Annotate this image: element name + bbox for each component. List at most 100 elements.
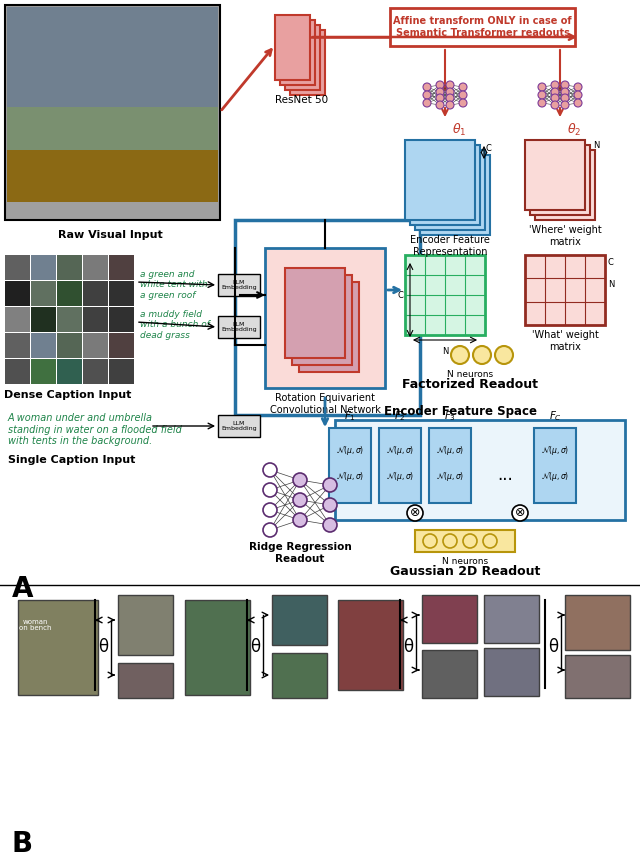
FancyBboxPatch shape [429, 428, 471, 503]
FancyBboxPatch shape [530, 145, 590, 215]
Circle shape [323, 478, 337, 492]
Circle shape [446, 94, 454, 102]
Text: LLM
Embedding: LLM Embedding [221, 321, 257, 333]
FancyBboxPatch shape [390, 8, 575, 46]
Text: LLM
Embedding: LLM Embedding [221, 279, 257, 291]
FancyBboxPatch shape [5, 333, 30, 358]
Circle shape [574, 99, 582, 107]
Circle shape [463, 534, 477, 548]
FancyBboxPatch shape [415, 150, 485, 230]
FancyBboxPatch shape [484, 648, 539, 696]
Circle shape [263, 503, 277, 517]
Text: Raw Visual Input: Raw Visual Input [58, 230, 163, 240]
FancyBboxPatch shape [185, 600, 250, 695]
Circle shape [561, 101, 569, 109]
FancyBboxPatch shape [285, 25, 320, 90]
Text: N neurons: N neurons [447, 370, 493, 379]
FancyBboxPatch shape [218, 274, 260, 296]
Text: θ: θ [403, 638, 413, 656]
FancyBboxPatch shape [5, 255, 30, 280]
FancyBboxPatch shape [7, 7, 218, 107]
FancyBboxPatch shape [83, 281, 108, 306]
Circle shape [436, 88, 444, 96]
FancyBboxPatch shape [109, 359, 134, 384]
Text: ResNet 50: ResNet 50 [275, 95, 328, 105]
FancyBboxPatch shape [565, 595, 630, 650]
Circle shape [495, 346, 513, 364]
Circle shape [323, 518, 337, 532]
Circle shape [574, 91, 582, 99]
Text: $\mathcal{N}(\mu,\sigma)$: $\mathcal{N}(\mu,\sigma)$ [336, 470, 364, 483]
FancyBboxPatch shape [18, 600, 98, 695]
Text: $F_C$: $F_C$ [548, 409, 561, 423]
FancyBboxPatch shape [405, 255, 485, 335]
FancyBboxPatch shape [290, 30, 325, 95]
Text: B: B [12, 830, 33, 857]
Text: $\mathcal{N}(\mu,\sigma)$: $\mathcal{N}(\mu,\sigma)$ [436, 470, 464, 483]
FancyBboxPatch shape [484, 595, 539, 643]
Circle shape [551, 101, 559, 109]
FancyBboxPatch shape [379, 428, 421, 503]
Text: Single Caption Input: Single Caption Input [8, 455, 136, 465]
FancyBboxPatch shape [534, 428, 576, 503]
FancyBboxPatch shape [31, 307, 56, 332]
FancyBboxPatch shape [109, 333, 134, 358]
Text: θ: θ [250, 638, 260, 656]
FancyBboxPatch shape [31, 255, 56, 280]
Text: $F_1$: $F_1$ [344, 409, 356, 423]
FancyBboxPatch shape [5, 281, 30, 306]
FancyBboxPatch shape [275, 15, 310, 80]
FancyBboxPatch shape [535, 150, 595, 220]
Text: Dense Caption Input: Dense Caption Input [4, 390, 132, 400]
FancyBboxPatch shape [109, 307, 134, 332]
FancyBboxPatch shape [7, 7, 218, 202]
FancyBboxPatch shape [525, 255, 605, 325]
FancyBboxPatch shape [5, 359, 30, 384]
Circle shape [574, 83, 582, 91]
FancyBboxPatch shape [420, 155, 490, 235]
FancyBboxPatch shape [218, 316, 260, 338]
Circle shape [561, 94, 569, 102]
Circle shape [423, 534, 437, 548]
Circle shape [538, 83, 546, 91]
Text: $\otimes$: $\otimes$ [410, 506, 420, 519]
FancyBboxPatch shape [109, 281, 134, 306]
FancyBboxPatch shape [415, 530, 515, 552]
Circle shape [436, 101, 444, 109]
Text: θ: θ [98, 638, 108, 656]
Text: A: A [12, 575, 33, 603]
Text: θ: θ [548, 638, 558, 656]
Text: Gaussian 2D Readout: Gaussian 2D Readout [390, 565, 540, 578]
FancyBboxPatch shape [335, 420, 625, 520]
Text: C: C [485, 143, 491, 153]
FancyBboxPatch shape [5, 307, 30, 332]
FancyBboxPatch shape [31, 359, 56, 384]
Circle shape [293, 513, 307, 527]
Text: N neurons: N neurons [442, 557, 488, 566]
Circle shape [538, 99, 546, 107]
FancyBboxPatch shape [118, 595, 173, 655]
FancyBboxPatch shape [83, 255, 108, 280]
Text: woman
on bench: woman on bench [19, 619, 51, 632]
FancyBboxPatch shape [292, 275, 352, 365]
Circle shape [446, 81, 454, 89]
Circle shape [483, 534, 497, 548]
Circle shape [561, 81, 569, 89]
Circle shape [263, 463, 277, 477]
FancyBboxPatch shape [405, 140, 475, 220]
Circle shape [446, 88, 454, 96]
Circle shape [263, 483, 277, 497]
FancyBboxPatch shape [57, 307, 82, 332]
Circle shape [551, 81, 559, 89]
FancyBboxPatch shape [299, 282, 359, 372]
FancyBboxPatch shape [118, 663, 173, 698]
Circle shape [423, 91, 431, 99]
FancyBboxPatch shape [5, 5, 220, 220]
Circle shape [423, 99, 431, 107]
Text: A woman under and umbrella
standing in water on a flooded field
with tents in th: A woman under and umbrella standing in w… [8, 413, 182, 446]
Text: Ridge Regression
Readout: Ridge Regression Readout [248, 542, 351, 564]
Text: a green and
white tent with
a green roof: a green and white tent with a green roof [140, 270, 208, 300]
FancyBboxPatch shape [31, 333, 56, 358]
Circle shape [459, 91, 467, 99]
Circle shape [436, 94, 444, 102]
